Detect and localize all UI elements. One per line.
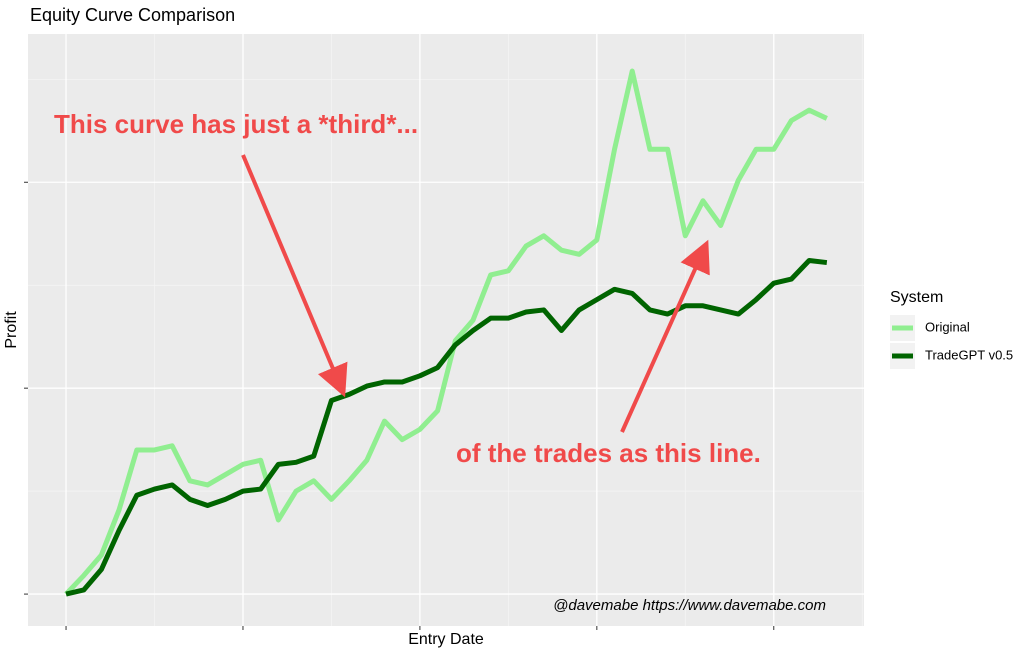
legend-title: System <box>890 289 943 306</box>
annotation: of the trades as this line. <box>456 438 761 468</box>
y-axis-title: Profit <box>3 311 20 349</box>
equity-line <box>65 258 828 597</box>
arrow <box>620 239 710 433</box>
legend-label: Original <box>925 319 970 334</box>
chart-title: Equity Curve Comparison <box>30 5 235 25</box>
annotation: This curve has just a *third*... <box>54 109 418 139</box>
watermark: @davemabe https://www.davemabe.com <box>553 597 826 614</box>
arrow <box>241 154 348 398</box>
plot-panel <box>28 34 864 626</box>
equity-line <box>64 68 828 596</box>
legend-label: TradeGPT v0.5 <box>925 347 1013 362</box>
x-axis-title: Entry Date <box>408 631 484 648</box>
